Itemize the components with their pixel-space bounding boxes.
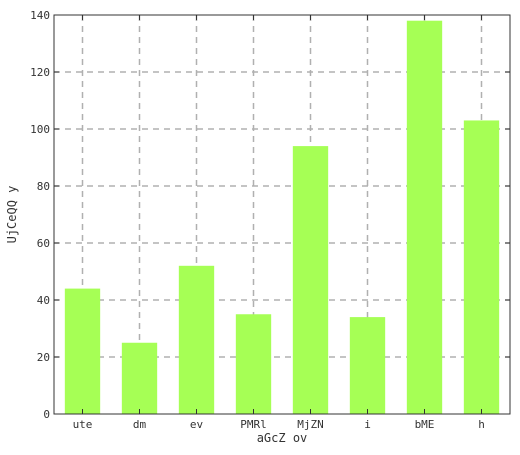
bars: [64, 20, 500, 414]
y-tick-label: 60: [37, 237, 50, 250]
y-tick-label: 20: [37, 351, 50, 364]
bar-dm: [121, 342, 158, 414]
plot-frame: [53, 14, 511, 415]
bar-ute: [64, 288, 101, 414]
bar-MjZN: [292, 146, 329, 414]
bar-i: [349, 317, 386, 414]
bar-h: [463, 120, 500, 414]
y-axis-label: UjCeQQ y: [5, 186, 19, 244]
y-tick-label: 120: [30, 66, 50, 79]
x-tick-label: h: [478, 418, 485, 431]
x-tick-label: ev: [190, 418, 204, 431]
y-tick-label: 80: [37, 180, 50, 193]
x-tick-label: PMRl: [240, 418, 267, 431]
y-tick-label: 40: [37, 294, 50, 307]
y-tick-label: 0: [43, 408, 50, 421]
x-tick-label: bME: [415, 418, 435, 431]
x-tick-label: MjZN: [297, 418, 324, 431]
x-tick-label: dm: [133, 418, 147, 431]
bar-ev: [178, 265, 215, 414]
y-tick-label: 100: [30, 123, 50, 136]
bar-PMRl: [235, 314, 272, 414]
bar-bME: [406, 20, 443, 414]
x-tick-label: ute: [73, 418, 93, 431]
ticks: 0 20 40 60 80 100 120 140 ute dm ev PMRl MjZN i bME h: [30, 9, 510, 431]
y-tick-label: 140: [30, 9, 50, 22]
x-axis-label: aGcZ ov: [257, 431, 308, 445]
x-tick-label: i: [364, 418, 371, 431]
